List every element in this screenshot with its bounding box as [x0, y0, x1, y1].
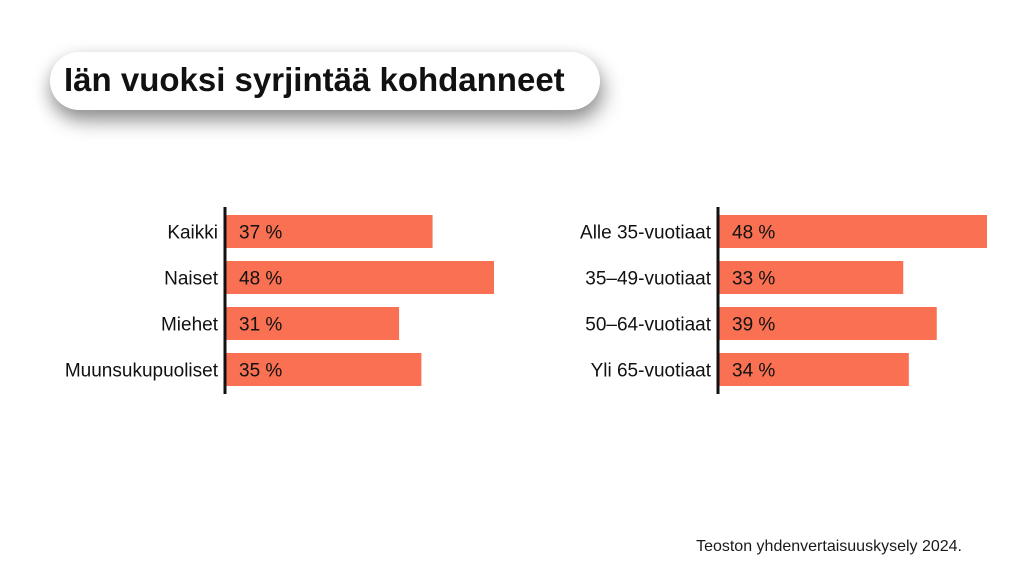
value-label: 37 % — [239, 223, 282, 244]
bar — [226, 307, 400, 340]
bar — [226, 261, 494, 294]
value-label: 39 % — [732, 315, 775, 336]
bar — [719, 353, 909, 386]
value-label: 33 % — [732, 269, 775, 290]
bar — [719, 307, 937, 340]
chart-title: Iän vuoksi syrjintää kohdanneet — [64, 61, 565, 98]
category-label: Alle 35-vuotiaat — [580, 223, 712, 244]
bar — [226, 353, 422, 386]
value-label: 34 % — [732, 361, 775, 382]
bar — [719, 261, 904, 294]
value-label: 35 % — [239, 361, 282, 382]
source-note: Teoston yhdenvertaisuuskysely 2024. — [696, 538, 962, 555]
bar-chart-1: Kaikki 37 % Naiset 48 % Miehet 31 % Muunsukupu… — [65, 207, 494, 394]
category-label: 50–64-vuotiaat — [585, 315, 711, 336]
category-label: Kaikki — [167, 223, 218, 244]
value-label: 48 % — [732, 223, 775, 244]
bar-chart-2: Alle 35-vuotiaat 48 % 35–49-vuotiaat 33 % 50… — [580, 207, 987, 394]
bar — [719, 215, 987, 248]
category-label: Miehet — [161, 315, 219, 336]
title-card: Iän vuoksi syrjintää kohdanneet — [50, 52, 600, 110]
category-label: Yli 65-vuotiaat — [591, 361, 712, 382]
value-label: 31 % — [239, 315, 282, 336]
category-label: 35–49-vuotiaat — [585, 269, 711, 290]
category-label: Naiset — [164, 269, 219, 290]
value-label: 48 % — [239, 269, 282, 290]
bar — [226, 215, 433, 248]
category-label: Muunsukupuoliset — [65, 361, 219, 382]
